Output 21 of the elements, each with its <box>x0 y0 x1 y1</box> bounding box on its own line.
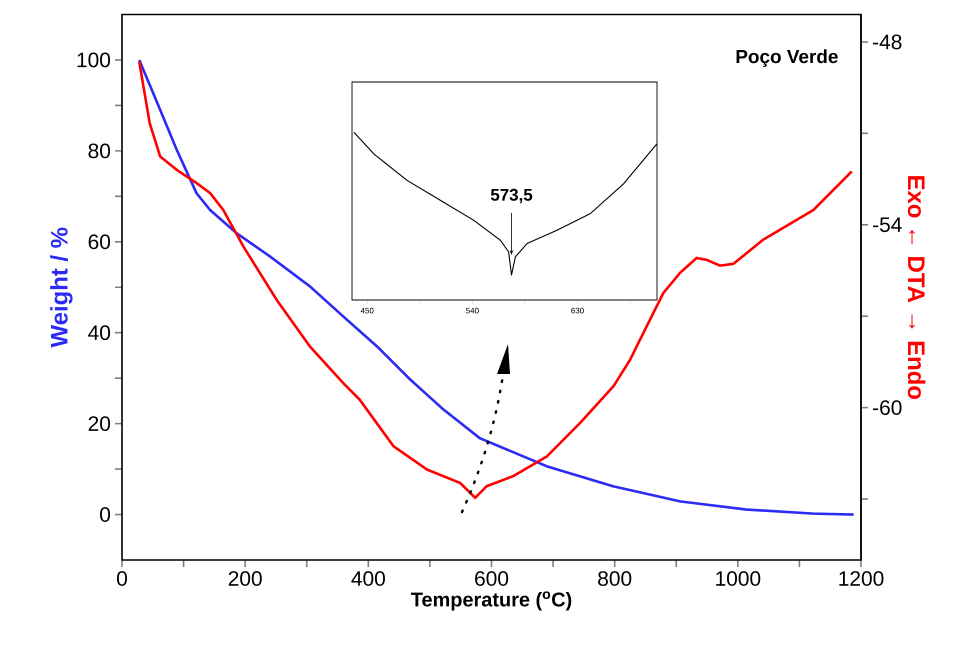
y2-tick-label: -48 <box>873 34 902 50</box>
x-tick-label: 200 <box>228 571 262 586</box>
annotation: Poço Verde <box>736 49 838 67</box>
y-tick-label: 0 <box>100 507 110 522</box>
x-tick-label: 400 <box>351 571 385 586</box>
x-axis-title: Temperature ($^{o}$C) <box>411 591 572 611</box>
y2-tick-label: -54 <box>873 217 902 232</box>
y-tick-label: 100 <box>78 52 110 68</box>
x-tick-label: 800 <box>598 571 632 586</box>
x-tick-label: 600 <box>475 571 508 586</box>
y-axis-title: Weight / % <box>50 228 73 348</box>
y-tick-label: 40 <box>88 325 110 340</box>
y2-tick-label: -60 <box>873 400 902 416</box>
y-tick-label: 20 <box>88 416 110 432</box>
y-tick-label: 80 <box>88 143 110 158</box>
x-tick-label: 1000 <box>716 571 760 586</box>
x-tick-label: 1200 <box>839 571 884 586</box>
annotation: 573,5 <box>490 188 532 204</box>
y2-axis-title: Exo ← DTA → Endo <box>908 176 926 399</box>
y-tick-label: 60 <box>88 234 110 250</box>
x-tick-label: 0 <box>116 571 127 586</box>
